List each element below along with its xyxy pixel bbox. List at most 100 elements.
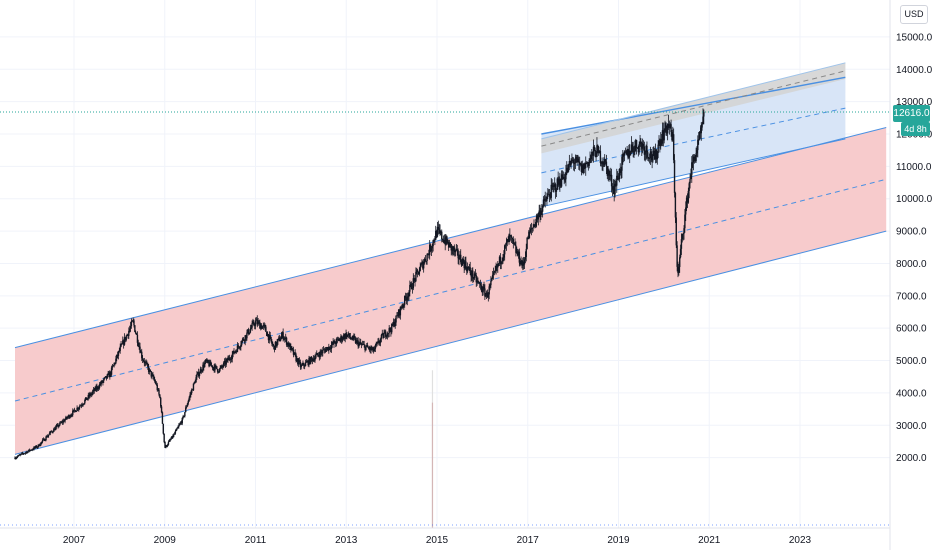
candle-body bbox=[392, 321, 395, 326]
candle-body bbox=[654, 153, 656, 160]
candle-body bbox=[206, 360, 208, 362]
candle-body bbox=[607, 169, 609, 176]
candle-body bbox=[80, 405, 83, 407]
candle-body bbox=[398, 309, 401, 316]
candle-body bbox=[375, 344, 377, 346]
candle-body bbox=[490, 280, 492, 286]
candle-body bbox=[113, 363, 115, 366]
candle-body bbox=[425, 261, 427, 262]
candle-body bbox=[216, 366, 218, 370]
candle-body bbox=[328, 346, 330, 351]
candle-body bbox=[180, 422, 183, 424]
candle-body bbox=[541, 205, 544, 212]
candle-body bbox=[169, 439, 171, 441]
candle-body bbox=[51, 431, 53, 433]
candle-body bbox=[623, 151, 626, 156]
candle-body bbox=[600, 162, 602, 164]
candle-body bbox=[674, 192, 677, 218]
candle-body bbox=[161, 412, 164, 424]
candle-body bbox=[397, 315, 399, 317]
candle-body bbox=[38, 444, 40, 447]
candle-body bbox=[568, 161, 571, 165]
candle-body bbox=[86, 398, 89, 400]
candle-body bbox=[251, 323, 253, 328]
candle-body bbox=[196, 374, 198, 378]
candle-body bbox=[264, 325, 266, 327]
candle-body bbox=[692, 156, 695, 163]
candle-body bbox=[508, 234, 510, 243]
candle-body bbox=[95, 387, 97, 390]
candle-body bbox=[348, 333, 351, 337]
candle-body bbox=[540, 210, 542, 217]
candle-body bbox=[672, 134, 675, 161]
candle-body bbox=[203, 364, 205, 368]
candle-body bbox=[680, 239, 683, 249]
candle-body bbox=[125, 335, 127, 341]
candle-body bbox=[178, 423, 181, 426]
candle-body bbox=[573, 163, 576, 165]
candle-body bbox=[342, 335, 345, 339]
candle-body bbox=[177, 426, 179, 429]
candle-body bbox=[565, 172, 567, 180]
candle-body bbox=[260, 325, 263, 329]
candle-body bbox=[100, 381, 102, 385]
candle-body bbox=[510, 236, 513, 238]
candle-body bbox=[282, 332, 284, 339]
candle-body bbox=[447, 242, 450, 248]
candle-body bbox=[269, 334, 271, 337]
candle-body bbox=[69, 416, 71, 418]
candle-body bbox=[512, 239, 515, 243]
candle-body bbox=[563, 176, 565, 181]
candle-body bbox=[295, 354, 297, 361]
candle-body bbox=[389, 328, 391, 331]
candle-body bbox=[677, 266, 679, 274]
candle-body bbox=[479, 283, 482, 286]
candle-body bbox=[37, 444, 39, 447]
candle-body bbox=[151, 374, 153, 377]
candle-body bbox=[141, 351, 143, 359]
candle-body bbox=[97, 388, 100, 389]
candle-body bbox=[120, 344, 122, 347]
candle-body bbox=[321, 352, 323, 354]
candle-body bbox=[224, 360, 227, 365]
candle-body bbox=[296, 358, 298, 361]
candle-body bbox=[57, 424, 59, 427]
candle-body bbox=[309, 358, 311, 364]
candle-body bbox=[412, 278, 415, 289]
candle-body bbox=[351, 339, 353, 340]
currency-button[interactable]: USD bbox=[900, 5, 928, 24]
candle-body bbox=[438, 228, 440, 230]
candle-body bbox=[557, 178, 559, 185]
candle-body bbox=[202, 364, 204, 371]
top-band-mid-line bbox=[541, 70, 846, 147]
candle-body bbox=[431, 246, 433, 249]
time-axis[interactable]: 2007 2009 2011 2013 2015 2017 2019 2021 2023 bbox=[63, 535, 812, 546]
candle-body bbox=[493, 271, 496, 273]
candle-body bbox=[545, 200, 547, 202]
candle-body bbox=[439, 229, 441, 234]
candle-body bbox=[448, 242, 451, 248]
candle-body bbox=[355, 340, 358, 344]
candle-body bbox=[688, 183, 690, 191]
candle-body bbox=[446, 236, 448, 244]
candle-body bbox=[49, 431, 52, 434]
candle-body bbox=[539, 210, 541, 217]
candle-body bbox=[482, 286, 484, 293]
candle-body bbox=[506, 239, 508, 243]
candle-body bbox=[293, 352, 296, 355]
candle-body bbox=[68, 415, 71, 418]
candle-body bbox=[553, 184, 555, 187]
candle-body bbox=[352, 335, 354, 340]
candle-body bbox=[703, 111, 705, 117]
candle-body bbox=[163, 433, 165, 443]
candle-body bbox=[265, 326, 267, 332]
candle-body bbox=[387, 333, 390, 335]
candle-body bbox=[503, 254, 505, 258]
candle-body bbox=[663, 131, 665, 141]
candle-body bbox=[647, 152, 649, 158]
candle-body bbox=[16, 457, 18, 459]
candle-body bbox=[547, 193, 549, 197]
candle-body bbox=[233, 350, 235, 354]
